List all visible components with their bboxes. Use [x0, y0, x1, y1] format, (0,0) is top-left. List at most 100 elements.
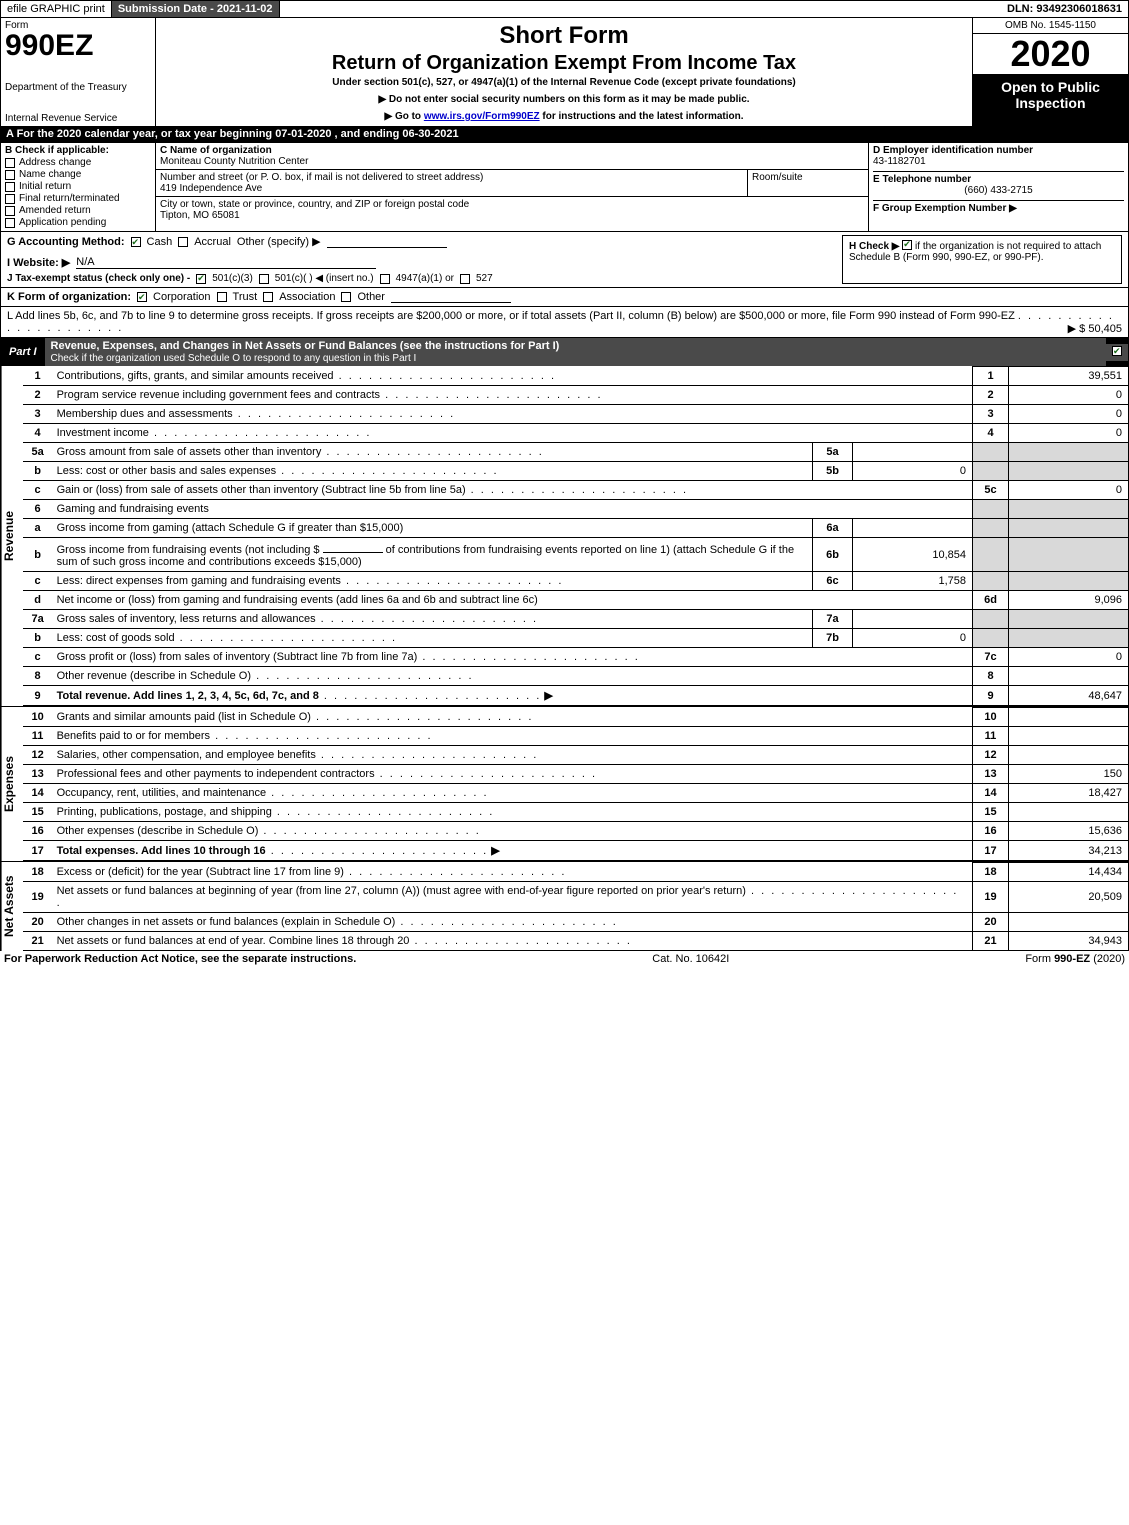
lineno: 19 [23, 882, 53, 913]
desc: Gross income from gaming (attach Schedul… [53, 519, 813, 538]
subamt: 10,854 [853, 538, 973, 572]
c-label: C Name of organization [160, 145, 272, 156]
irs-link[interactable]: www.irs.gov/Form990EZ [424, 111, 540, 122]
table-row: 17 Total expenses. Add lines 10 through … [23, 841, 1129, 861]
opt-amended-return: Amended return [19, 205, 91, 216]
lineno: b [23, 629, 53, 648]
k-other-input[interactable] [391, 291, 511, 303]
checkbox-cash[interactable] [131, 237, 141, 247]
checkbox-501c[interactable] [259, 274, 269, 284]
desc: Gain or (loss) from sale of assets other… [57, 484, 466, 496]
checkbox-trust[interactable] [217, 292, 227, 302]
dots [276, 465, 498, 477]
desc: Gross profit or (loss) from sales of inv… [57, 651, 418, 663]
checkbox-icon [5, 194, 15, 204]
shade [1009, 443, 1129, 462]
lineno: 10 [23, 708, 53, 727]
dept-irs: Internal Revenue Service [5, 113, 151, 124]
desc: Program service revenue including govern… [53, 386, 973, 405]
org-info-block: B Check if applicable: Address change Na… [0, 142, 1129, 232]
i-label: I Website: ▶ [7, 256, 70, 269]
amount: 34,213 [1009, 841, 1129, 861]
desc: Less: cost of goods sold [57, 632, 175, 644]
checkbox-icon [5, 182, 15, 192]
g-other-input[interactable] [327, 236, 447, 248]
footer-right: Form 990-EZ (2020) [1025, 953, 1125, 965]
table-row: 18 Excess or (deficit) for the year (Sub… [23, 863, 1129, 882]
boxno: 7c [973, 648, 1009, 667]
subbox: 6a [813, 519, 853, 538]
checkbox-h[interactable] [902, 240, 912, 250]
city-value: Tipton, MO 65081 [160, 210, 240, 221]
f-label: F Group Exemption Number ▶ [873, 203, 1017, 214]
form-number: 990EZ [5, 31, 151, 61]
org-name: Moniteau County Nutrition Center [160, 156, 308, 167]
lineno: 4 [23, 424, 53, 443]
check-amended-return[interactable]: Amended return [5, 205, 151, 216]
desc: Total revenue. Add lines 1, 2, 3, 4, 5c,… [57, 690, 319, 702]
desc: Occupancy, rent, utilities, and maintena… [53, 784, 973, 803]
subbox: 7b [813, 629, 853, 648]
dots [319, 690, 541, 702]
boxno: 4 [973, 424, 1009, 443]
table-row: 16 Other expenses (describe in Schedule … [23, 822, 1129, 841]
dots [321, 446, 543, 458]
amount [1009, 913, 1129, 932]
shade [973, 500, 1009, 519]
check-address-change[interactable]: Address change [5, 157, 151, 168]
checkbox-other-org[interactable] [341, 292, 351, 302]
amount: 39,551 [1009, 367, 1129, 386]
checkbox-527[interactable] [460, 274, 470, 284]
checkbox-accrual[interactable] [178, 237, 188, 247]
table-row: 21 Net assets or fund balances at end of… [23, 932, 1129, 951]
lineno: 18 [23, 863, 53, 882]
check-application-pending[interactable]: Application pending [5, 217, 151, 228]
ssn-warning: ▶ Do not enter social security numbers o… [160, 94, 968, 105]
table-row: 14 Occupancy, rent, utilities, and maint… [23, 784, 1129, 803]
check-name-change[interactable]: Name change [5, 169, 151, 180]
amount: 18,427 [1009, 784, 1129, 803]
subamt [853, 610, 973, 629]
efile-print-button[interactable]: efile GRAPHIC print [1, 1, 112, 17]
lineno: 12 [23, 746, 53, 765]
right-header-box: OMB No. 1545-1150 2020 Open to Public In… [973, 18, 1128, 126]
boxno: 21 [973, 932, 1009, 951]
footer-right-post: (2020) [1090, 953, 1125, 965]
boxno: 15 [973, 803, 1009, 822]
boxno: 16 [973, 822, 1009, 841]
j-label: J Tax-exempt status (check only one) - [7, 273, 190, 284]
checkbox-assoc[interactable] [263, 292, 273, 302]
part1-header: Part I Revenue, Expenses, and Changes in… [0, 338, 1129, 366]
part1-schedule-o-checkbox[interactable] [1112, 346, 1122, 356]
checkbox-4947[interactable] [380, 274, 390, 284]
form-header: Form 990EZ Department of the Treasury In… [0, 18, 1129, 126]
table-row: 4 Investment income 4 0 [23, 424, 1129, 443]
check-final-return[interactable]: Final return/terminated [5, 193, 151, 204]
line-7a: 7a Gross sales of inventory, less return… [23, 610, 1129, 629]
lineno: 3 [23, 405, 53, 424]
form-id-box: Form 990EZ Department of the Treasury In… [1, 18, 156, 126]
j-527-label: 527 [476, 273, 493, 284]
checkbox-corp[interactable] [137, 292, 147, 302]
shade [1009, 500, 1129, 519]
desc: Net assets or fund balances at beginning… [53, 882, 973, 913]
footer-right-bold: 990-EZ [1054, 953, 1090, 965]
line-6d: d Net income or (loss) from gaming and f… [23, 591, 1129, 610]
desc: Professional fees and other payments to … [53, 765, 973, 784]
check-initial-return[interactable]: Initial return [5, 181, 151, 192]
table-row: 12 Salaries, other compensation, and emp… [23, 746, 1129, 765]
page-footer: For Paperwork Reduction Act Notice, see … [0, 951, 1129, 967]
opt-initial-return: Initial return [19, 181, 71, 192]
desc: Less: cost or other basis and sales expe… [57, 465, 277, 477]
fundraising-amount-input[interactable] [323, 541, 383, 553]
lineno: 13 [23, 765, 53, 784]
goto-prefix: ▶ Go to [384, 111, 423, 122]
line-6c: c Less: direct expenses from gaming and … [23, 572, 1129, 591]
city-label: City or town, state or province, country… [160, 199, 469, 210]
netassets-section: Net Assets 18 Excess or (deficit) for th… [0, 861, 1129, 951]
street-label: Number and street (or P. O. box, if mail… [160, 172, 483, 183]
amount: 9,096 [1009, 591, 1129, 610]
revenue-table: 1 Contributions, gifts, grants, and simi… [23, 366, 1129, 706]
shade [973, 519, 1009, 538]
checkbox-501c3[interactable] [196, 274, 206, 284]
